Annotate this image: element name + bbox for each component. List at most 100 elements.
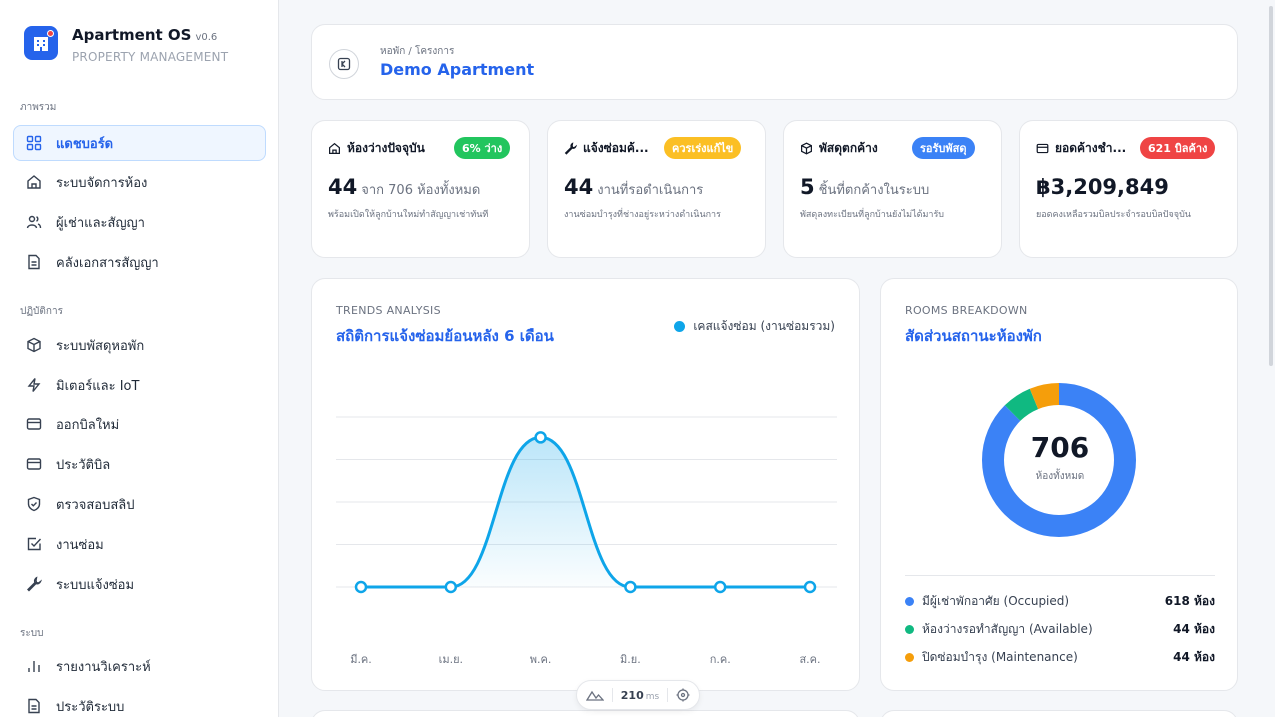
chart-title: สถิติการแจ้งซ่อมย้อนหลัง 6 เดือน <box>336 327 554 345</box>
sidebar-item-label: ตรวจสอบสลิป <box>56 497 135 513</box>
status-badge: รอรับพัสดุ <box>912 137 975 159</box>
sidebar: Apartment OS v0.6 PROPERTY MANAGEMENT ภาพ… <box>0 0 279 717</box>
performance-pill[interactable]: 210 ms <box>576 680 700 710</box>
x-tick-label: มี.ค. <box>350 653 372 666</box>
data-point <box>354 580 368 594</box>
sidebar-item-verify-slip[interactable]: ตรวจสอบสลิป <box>13 486 266 522</box>
document-icon <box>28 254 40 270</box>
breakdown-row-maintenance: ปิดซ่อมบำรุง (Maintenance) 44 ห้อง <box>905 648 1215 667</box>
x-tick-label: ก.ค. <box>710 653 731 666</box>
sidebar-item-system-log[interactable]: ประวัติระบบ <box>13 688 266 717</box>
breakdown-row-occupied: มีผู้เช่าพักอาศัย (Occupied) 618 ห้อง <box>905 592 1215 611</box>
sidebar-item-label: ระบบพัสดุหอพัก <box>56 338 145 354</box>
chart-legend[interactable]: เคสแจ้งซ่อม (งานซ่อมรวม) <box>674 317 835 336</box>
perf-value: 210 <box>620 688 644 702</box>
sidebar-item-meters[interactable]: มิเตอร์และ IoT <box>13 367 266 403</box>
stat-description: ยอดคงเหลือรวมบิลประจำรอบบิลปัจจุบัน <box>1036 210 1191 220</box>
bar-chart-icon <box>28 661 40 672</box>
stat-title: พัสดุตกค้าง <box>819 141 878 155</box>
bolt-icon <box>27 378 41 392</box>
breakdown-row-available: ห้องว่างรอทำสัญญา (Available) 44 ห้อง <box>905 620 1215 639</box>
status-badge: ควรเร่งแก้ไข <box>664 137 742 159</box>
sidebar-item-label: ประวัติบิล <box>56 457 111 473</box>
card-icon <box>1036 143 1049 154</box>
rooms-eyebrow: ROOMS BREAKDOWN <box>905 304 1028 317</box>
rooms-title: สัดส่วนสถานะห้องพัก <box>905 327 1042 345</box>
sidebar-item-label: คลังเอกสารสัญญา <box>56 255 159 271</box>
separator <box>667 688 669 702</box>
app-title: Apartment OS <box>72 26 192 44</box>
crosshair-icon[interactable] <box>676 688 690 702</box>
users-icon <box>26 215 42 229</box>
stat-title: แจ้งซ่อมค้... <box>583 141 649 155</box>
trend-card: TRENDS ANALYSIS สถิติการแจ้งซ่อมย้อนหลัง… <box>311 278 860 691</box>
brand[interactable]: Apartment OS v0.6 PROPERTY MANAGEMENT <box>24 26 228 64</box>
chart-eyebrow: TRENDS ANALYSIS <box>336 304 441 317</box>
bottom-card-right <box>880 710 1238 717</box>
stat-value: 44 <box>328 175 358 199</box>
sidebar-item-label: มิเตอร์และ IoT <box>56 378 140 394</box>
x-tick-label: พ.ค. <box>530 653 552 666</box>
sidebar-toggle-icon <box>337 57 351 71</box>
sidebar-item-dashboard[interactable]: แดชบอร์ด <box>13 125 266 161</box>
stat-unit: ชิ้นที่ตกค้างในระบบ <box>818 183 930 198</box>
sidebar-item-label: ผู้เช่าและสัญญา <box>56 215 145 231</box>
legend-label: เคสแจ้งซ่อม (งานซ่อมรวม) <box>693 319 835 333</box>
app-version: v0.6 <box>195 32 218 43</box>
shield-check-icon <box>27 496 41 512</box>
building-icon <box>24 26 58 60</box>
stat-unit: งานที่รอดำเนินการ <box>597 183 704 198</box>
stat-card-outstanding[interactable]: ยอดค้างชำ... 621 บิลค้าง ฿3,209,849 ยอดค… <box>1019 120 1238 258</box>
home-icon <box>27 175 41 189</box>
sidebar-item-rooms[interactable]: ระบบจัดการห้อง <box>13 164 266 200</box>
data-point <box>803 580 817 594</box>
sidebar-item-bill-history[interactable]: ประวัติบิล <box>13 446 266 482</box>
sidebar-item-label: รายงานวิเคราะห์ <box>56 659 151 675</box>
stat-description: พร้อมเปิดให้ลูกบ้านใหม่ทำสัญญาเช่าทันที <box>328 210 489 220</box>
sidebar-item-label: ระบบจัดการห้อง <box>56 175 148 191</box>
sidebar-item-contracts[interactable]: คลังเอกสารสัญญา <box>13 244 266 280</box>
trend-chart: มี.ค. เม.ย. พ.ค. มิ.ย. ก.ค. ส.ค. <box>336 416 837 666</box>
rooms-donut-chart <box>982 383 1136 537</box>
breakdown-label: ห้องว่างรอทำสัญญา (Available) <box>922 622 1093 636</box>
page-title[interactable]: Demo Apartment <box>380 60 535 79</box>
stat-value: 5 <box>800 175 815 199</box>
breadcrumb: หอพัก / โครงการ <box>380 46 455 57</box>
x-tick-label: ส.ค. <box>799 653 820 666</box>
rooms-card: ROOMS BREAKDOWN สัดส่วนสถานะห้องพัก 706 … <box>880 278 1238 691</box>
legend-swatch <box>905 597 914 606</box>
breakdown-label: ปิดซ่อมบำรุง (Maintenance) <box>922 650 1078 664</box>
breakdown-value: 44 ห้อง <box>1173 650 1215 664</box>
wrench-icon <box>27 576 42 592</box>
app-subtitle: PROPERTY MANAGEMENT <box>72 50 229 64</box>
stat-title: ห้องว่างปัจจุบัน <box>347 141 425 155</box>
sidebar-item-tenants[interactable]: ผู้เช่าและสัญญา <box>13 204 266 240</box>
stat-unit: จาก 706 ห้องทั้งหมด <box>361 183 481 198</box>
sidebar-item-new-bill[interactable]: ออกบิลใหม่ <box>13 406 266 442</box>
legend-swatch <box>905 653 914 662</box>
stat-card-parcels[interactable]: พัสดุตกค้าง รอรับพัสดุ 5 ชิ้นที่ตกค้างในร… <box>783 120 1002 258</box>
document-icon <box>28 698 40 714</box>
sidebar-item-parcels[interactable]: ระบบพัสดุหอพัก <box>13 327 266 363</box>
x-tick-label: มิ.ย. <box>620 653 641 666</box>
status-badge: 6% ว่าง <box>454 137 511 159</box>
sidebar-item-repairs[interactable]: งานซ่อม <box>13 526 266 562</box>
sidebar-toggle-button[interactable] <box>329 49 359 79</box>
legend-swatch <box>905 625 914 634</box>
wrench-icon <box>564 142 577 155</box>
sidebar-item-reports[interactable]: รายงานวิเคราะห์ <box>13 648 266 684</box>
page-header: หอพัก / โครงการ Demo Apartment <box>311 24 1238 100</box>
x-tick-label: เม.ย. <box>439 653 463 666</box>
stat-card-vacant[interactable]: ห้องว่างปัจจุบัน 6% ว่าง 44 จาก 706 ห้องท… <box>311 120 530 258</box>
stat-card-repairs[interactable]: แจ้งซ่อมค้... ควรเร่งแก้ไข 44 งานที่รอดำเ… <box>547 120 766 258</box>
sidebar-item-repair-requests[interactable]: ระบบแจ้งซ่อม <box>13 566 266 602</box>
perf-unit: ms <box>645 691 660 702</box>
section-label-overview: ภาพรวม <box>20 102 57 113</box>
stat-description: งานซ่อมบำรุงที่ช่างอยู่ระหว่างดำเนินการ <box>564 210 721 220</box>
mountain-icon <box>585 690 604 701</box>
scrollbar[interactable] <box>1269 6 1273 366</box>
legend-swatch <box>674 321 686 332</box>
bottom-card-left <box>311 710 860 717</box>
package-icon <box>801 142 812 155</box>
stat-value: 44 <box>564 175 594 199</box>
